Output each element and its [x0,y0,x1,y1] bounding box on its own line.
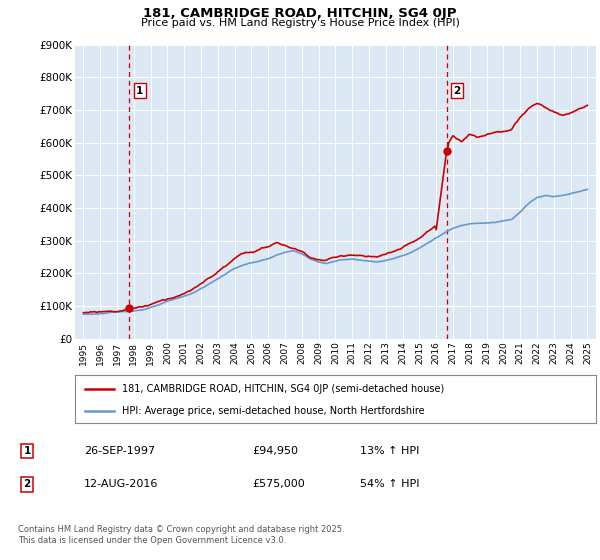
Text: £575,000: £575,000 [252,479,305,489]
Text: 1: 1 [136,86,143,96]
Text: 2: 2 [454,86,461,96]
Text: 54% ↑ HPI: 54% ↑ HPI [360,479,419,489]
Text: 13% ↑ HPI: 13% ↑ HPI [360,446,419,456]
Text: £94,950: £94,950 [252,446,298,456]
Text: Contains HM Land Registry data © Crown copyright and database right 2025.
This d: Contains HM Land Registry data © Crown c… [18,525,344,545]
Text: Price paid vs. HM Land Registry's House Price Index (HPI): Price paid vs. HM Land Registry's House … [140,18,460,28]
Text: 26-SEP-1997: 26-SEP-1997 [84,446,155,456]
Text: 181, CAMBRIDGE ROAD, HITCHIN, SG4 0JP: 181, CAMBRIDGE ROAD, HITCHIN, SG4 0JP [143,7,457,20]
Text: 2: 2 [23,479,31,489]
Text: 12-AUG-2016: 12-AUG-2016 [84,479,158,489]
Text: 181, CAMBRIDGE ROAD, HITCHIN, SG4 0JP (semi-detached house): 181, CAMBRIDGE ROAD, HITCHIN, SG4 0JP (s… [122,384,444,394]
Text: 1: 1 [23,446,31,456]
Text: HPI: Average price, semi-detached house, North Hertfordshire: HPI: Average price, semi-detached house,… [122,406,424,416]
